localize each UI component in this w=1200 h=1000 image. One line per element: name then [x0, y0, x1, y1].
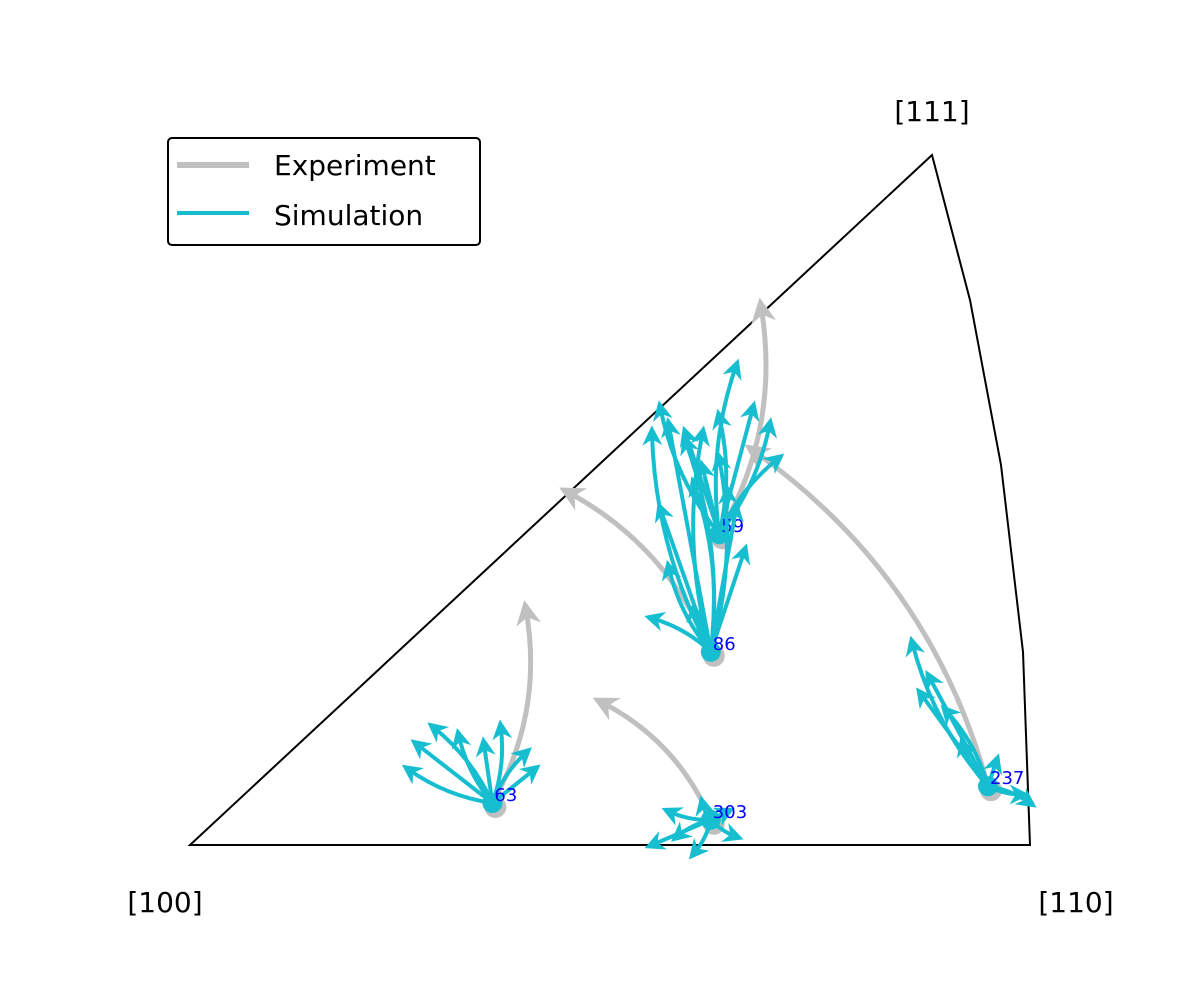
corner-label-111: [111] [894, 95, 969, 128]
grain-label: 63 [494, 785, 517, 806]
grain-label: 237 [990, 768, 1024, 789]
simulation-start-grain-63 [482, 793, 503, 813]
simulation-start-grain-237 [978, 776, 998, 797]
experiment-path-grain-237 [744, 444, 991, 787]
simulation-start-grain-303 [700, 809, 721, 830]
simulation-path-grain-59 [713, 358, 742, 535]
simulation-path-grain-86 [690, 425, 713, 653]
experiment-path-grain-86 [559, 487, 714, 653]
legend-label-experiment: Experiment [274, 149, 436, 182]
grain-label: 303 [713, 802, 747, 823]
experiment-path-grain-303 [592, 697, 714, 821]
simulation-path-grain-237 [916, 687, 990, 788]
legend: Experiment Simulation [167, 137, 481, 246]
legend-label-simulation: Simulation [274, 199, 423, 232]
simulation-path-grain-86 [708, 450, 732, 653]
stereographic-triangle [187, 153, 1032, 846]
corner-label-100: [100] [127, 886, 202, 919]
simulation-start-grain-86 [700, 641, 721, 662]
corner-label-110: [110] [1038, 886, 1113, 919]
simulation-path-grain-86 [654, 501, 713, 653]
simulation-path-grain-237 [925, 669, 990, 788]
simulation-start-grain-59 [709, 524, 730, 545]
grain-label: 86 [713, 634, 736, 655]
